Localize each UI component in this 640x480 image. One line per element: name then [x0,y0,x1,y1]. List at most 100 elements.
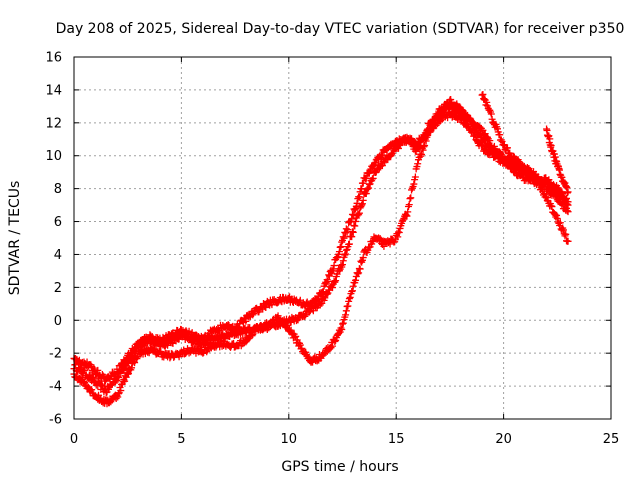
data-point [132,354,140,362]
data-point [151,345,159,353]
data-point [506,149,514,157]
data-point [262,304,270,312]
data-point [395,144,403,152]
x-tick-labels: 0 5 10 15 20 25 [70,432,619,447]
data-point [500,141,508,149]
y-tick-label: 14 [45,83,62,98]
data-point [337,243,345,251]
data-point [437,117,445,125]
data-point [339,320,346,328]
data-point [406,195,414,203]
y-tick-label: 12 [45,116,62,131]
data-point [355,209,363,217]
data-point [480,95,488,103]
data-point [439,105,447,113]
data-point [322,279,330,287]
data-point [309,307,317,315]
data-point [175,353,183,361]
data-point [496,131,504,139]
data-point [497,136,505,144]
data-point [394,233,402,241]
data-point [292,332,300,340]
data-point [519,162,527,170]
data-point [555,194,563,202]
data-point [399,216,407,224]
data-point [545,132,553,140]
y-tick-label: 4 [54,248,62,263]
data-point [319,288,327,296]
data-point [423,126,431,134]
data-point [378,151,386,159]
data-point [507,164,515,172]
data-point [359,196,367,204]
data-point [108,396,116,404]
data-point [75,374,83,382]
x-tick-label: 10 [281,432,298,447]
data-point [366,180,374,188]
data-point [485,142,493,150]
data-point [114,393,122,401]
data-points [70,90,572,408]
y-tick-label: 16 [45,51,62,66]
data-point [138,349,146,357]
y-tick-label: -2 [49,347,62,362]
y-tick-label: 8 [54,182,62,197]
data-point [362,174,370,182]
data-point [534,176,542,184]
data-point [419,146,427,154]
series-track-c [70,96,572,385]
data-point [258,325,266,333]
data-point [177,326,185,334]
data-point [331,278,339,286]
data-point [116,366,124,374]
y-tick-label: 10 [45,149,62,164]
y-axis-label: SDTVAR / TECUs [7,181,23,296]
data-point [558,200,566,208]
data-point [292,317,300,325]
data-point [248,332,256,340]
data-point [131,359,139,367]
data-point [404,208,412,216]
data-point [536,180,544,188]
data-point [345,295,353,303]
data-point [113,376,121,384]
data-point [556,219,564,227]
data-point [128,364,136,372]
data-point [553,211,561,219]
y-tick-label: 2 [54,281,62,296]
x-tick-label: 20 [495,432,512,447]
data-point [537,184,545,192]
data-point [548,203,556,211]
data-point [416,142,424,150]
data-point [339,257,347,265]
data-point [80,378,88,386]
y-tick-label: -6 [49,413,62,428]
data-point [213,339,221,347]
data-point [408,139,416,147]
data-point [418,150,426,158]
data-point [539,180,547,188]
data-point [533,173,541,181]
data-point [339,319,347,327]
data-point [559,226,567,234]
data-point [563,194,571,202]
data-point [403,212,411,220]
data-point [199,349,207,357]
data-point [316,301,324,309]
data-point [121,377,129,385]
data-point [342,250,350,258]
plot-frame [73,56,612,420]
data-point [294,316,302,324]
data-point [348,287,356,295]
data-point [472,125,480,133]
data-point [447,98,455,106]
data-point [561,232,569,240]
data-point [234,324,242,332]
data-point [564,237,572,245]
data-point [90,364,98,372]
data-point [359,179,367,187]
data-point [502,155,510,163]
data-point [529,170,537,178]
data-point [342,246,350,254]
data-point [249,331,257,339]
